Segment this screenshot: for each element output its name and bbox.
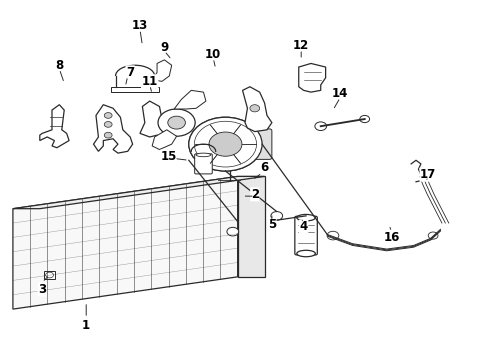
FancyBboxPatch shape [295, 216, 318, 255]
FancyBboxPatch shape [225, 129, 272, 159]
Circle shape [209, 132, 242, 156]
Text: 1: 1 [82, 319, 90, 332]
Circle shape [209, 132, 242, 156]
Circle shape [104, 122, 112, 127]
Circle shape [227, 227, 239, 236]
Text: 3: 3 [38, 283, 46, 296]
Circle shape [104, 113, 112, 118]
Text: 11: 11 [142, 75, 158, 88]
Text: 6: 6 [260, 161, 269, 174]
Circle shape [271, 212, 283, 220]
Text: 15: 15 [161, 150, 177, 163]
Text: 10: 10 [205, 48, 221, 61]
Polygon shape [13, 176, 238, 309]
Polygon shape [44, 271, 55, 279]
Text: 2: 2 [251, 188, 259, 201]
Text: 14: 14 [332, 87, 348, 100]
Circle shape [327, 231, 339, 240]
Circle shape [360, 116, 369, 123]
Polygon shape [299, 63, 326, 92]
Text: 4: 4 [299, 220, 308, 233]
Polygon shape [238, 176, 265, 277]
Text: 16: 16 [383, 231, 400, 244]
Circle shape [428, 232, 438, 239]
Polygon shape [174, 90, 206, 109]
Text: 13: 13 [132, 19, 148, 32]
Circle shape [168, 116, 185, 129]
Text: 7: 7 [126, 66, 134, 79]
Text: 5: 5 [268, 218, 276, 231]
Text: 17: 17 [420, 168, 437, 181]
Polygon shape [152, 60, 171, 81]
Circle shape [250, 105, 260, 112]
Ellipse shape [297, 250, 316, 257]
Circle shape [158, 109, 195, 136]
Text: 9: 9 [160, 41, 169, 54]
Polygon shape [13, 176, 265, 209]
Circle shape [189, 117, 262, 171]
Polygon shape [40, 105, 69, 148]
Circle shape [104, 132, 112, 138]
Text: 12: 12 [293, 39, 309, 52]
Text: 8: 8 [55, 59, 63, 72]
FancyBboxPatch shape [195, 154, 212, 174]
Ellipse shape [196, 153, 211, 157]
Ellipse shape [297, 215, 316, 221]
Polygon shape [94, 105, 133, 153]
Polygon shape [140, 101, 167, 137]
Circle shape [315, 122, 327, 131]
FancyBboxPatch shape [111, 87, 159, 92]
Polygon shape [152, 130, 176, 149]
Circle shape [189, 117, 262, 171]
Polygon shape [243, 87, 272, 132]
